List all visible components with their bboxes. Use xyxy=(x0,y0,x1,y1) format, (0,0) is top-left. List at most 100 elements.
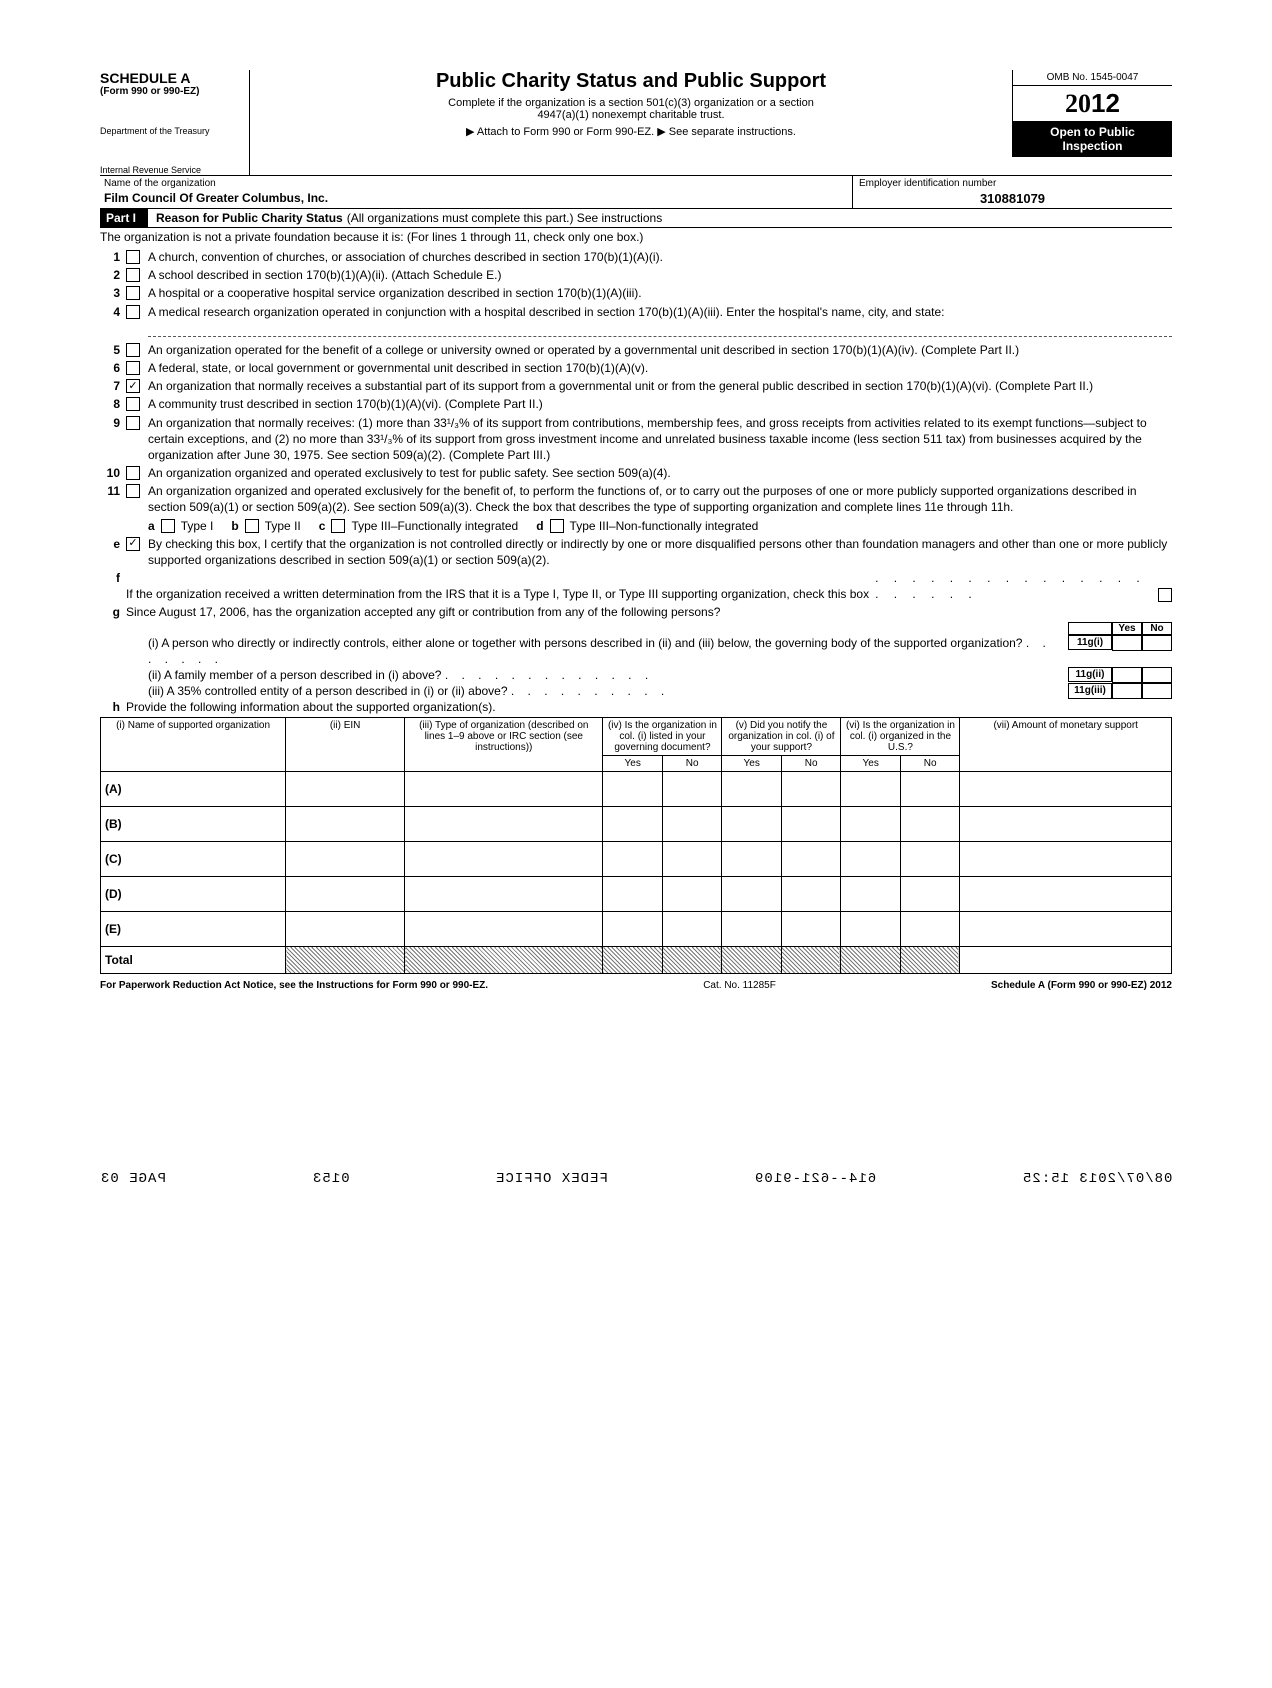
part1-intro: The organization is not a private founda… xyxy=(100,228,1172,246)
line-11h: h Provide the following information abou… xyxy=(100,699,1172,715)
name-ein-row: Name of the organization Film Council Of… xyxy=(100,175,1172,209)
checkbox-11[interactable] xyxy=(126,484,140,498)
th-iv-no: No xyxy=(662,756,722,772)
checkbox-11f[interactable] xyxy=(1158,588,1172,602)
checkbox-9[interactable] xyxy=(126,416,140,430)
type-b-label: Type II xyxy=(265,519,301,533)
line-4: 4 A medical research organization operat… xyxy=(100,303,1172,321)
table-row: (B) xyxy=(101,807,1172,842)
ein-value: 310881079 xyxy=(859,191,1166,206)
part1-lines: 1 A church, convention of churches, or a… xyxy=(100,248,1172,715)
org-name-value: Film Council Of Greater Columbus, Inc. xyxy=(104,191,848,205)
th-v-yes: Yes xyxy=(722,756,782,772)
header-right: OMB No. 1545-0047 20201212 Open to Publi… xyxy=(1012,70,1172,157)
line-7-text: An organization that normally receives a… xyxy=(148,378,1172,394)
th-vi-no: No xyxy=(900,756,960,772)
th-vii: (vii) Amount of monetary support xyxy=(960,718,1172,772)
table-row: (E) xyxy=(101,912,1172,947)
checkbox-6[interactable] xyxy=(126,361,140,375)
part1-header: Part I Reason for Public Charity Status … xyxy=(100,209,1172,228)
cell-11gi-no[interactable] xyxy=(1142,635,1172,651)
org-name-cell: Name of the organization Film Council Of… xyxy=(100,176,852,208)
line-11g-i-text: (i) A person who directly or indirectly … xyxy=(148,635,1068,667)
line-11: 11 An organization organized and operate… xyxy=(100,482,1172,516)
footer-left: For Paperwork Reduction Act Notice, see … xyxy=(100,980,488,991)
form-header: SCHEDULE A (Form 990 or 990-EZ) Departme… xyxy=(100,70,1172,175)
line-11g-i-num: 11g(i) xyxy=(1068,635,1112,651)
type-c-label: Type III–Functionally integrated xyxy=(351,519,518,533)
open-to-public: Open to PublicInspection xyxy=(1013,121,1172,157)
form-label: (Form 990 or 990-EZ) xyxy=(100,86,241,97)
part1-note: (All organizations must complete this pa… xyxy=(343,211,662,225)
checkbox-2[interactable] xyxy=(126,268,140,282)
th-v-no: No xyxy=(781,756,841,772)
th-vi-yes: Yes xyxy=(841,756,901,772)
cell-11gi-yes[interactable] xyxy=(1112,635,1142,651)
checkbox-11b[interactable] xyxy=(245,519,259,533)
line-11-text: An organization organized and operated e… xyxy=(148,483,1172,515)
checkbox-5[interactable] xyxy=(126,343,140,357)
checkbox-8[interactable] xyxy=(126,397,140,411)
fax-footer: PAGE 03 0153 FEDEX OFFICE 614--621-9109 … xyxy=(100,1171,1172,1187)
checkbox-11d[interactable] xyxy=(550,519,564,533)
line-5: 5 An organization operated for the benef… xyxy=(100,341,1172,359)
fax-time: 08/07/2013 15:25 xyxy=(1022,1171,1172,1187)
checkbox-7[interactable]: ✓ xyxy=(126,379,140,393)
table-row: (D) xyxy=(101,877,1172,912)
header-center: Public Charity Status and Public Support… xyxy=(250,70,1012,138)
line-11e: e ✓ By checking this box, I certify that… xyxy=(100,535,1172,569)
checkbox-11c[interactable] xyxy=(331,519,345,533)
line-4-text: A medical research organization operated… xyxy=(148,304,1172,320)
line-11h-text: Provide the following information about … xyxy=(126,700,496,714)
line-2-text: A school described in section 170(b)(1)(… xyxy=(148,267,1172,283)
part1-title: Reason for Public Charity Status xyxy=(148,211,343,225)
line-11e-text: By checking this box, I certify that the… xyxy=(148,536,1172,568)
line-11-types: aType I bType II cType III–Functionally … xyxy=(100,519,1172,533)
fax-code: 0153 xyxy=(312,1171,350,1187)
checkbox-3[interactable] xyxy=(126,286,140,300)
tax-year: 20201212 xyxy=(1013,86,1172,121)
table-row: (A) xyxy=(101,772,1172,807)
checkbox-10[interactable] xyxy=(126,466,140,480)
yesno-header: Yes No xyxy=(100,622,1172,635)
line-11g-ii-num: 11g(ii) xyxy=(1068,667,1112,683)
line-7: 7 ✓ An organization that normally receiv… xyxy=(100,377,1172,395)
line-11g-text: Since August 17, 2006, has the organizat… xyxy=(126,604,1172,620)
line-2: 2 A school described in section 170(b)(1… xyxy=(100,266,1172,284)
th-type: (iii) Type of organization (described on… xyxy=(405,718,603,772)
line-4-blank xyxy=(148,323,1172,337)
cell-11giii-no[interactable] xyxy=(1142,683,1172,699)
fax-phone: 614--621-9109 xyxy=(754,1171,876,1187)
fax-office: FEDEX OFFICE xyxy=(495,1171,608,1187)
checkbox-11a[interactable] xyxy=(161,519,175,533)
footer-mid: Cat. No. 11285F xyxy=(703,980,776,991)
line-8: 8 A community trust described in section… xyxy=(100,395,1172,413)
part1-tag: Part I xyxy=(100,209,148,227)
line-6: 6 A federal, state, or local government … xyxy=(100,359,1172,377)
checkbox-11e[interactable]: ✓ xyxy=(126,537,140,551)
dept-irs: Internal Revenue Service xyxy=(100,164,241,175)
fax-page: PAGE 03 xyxy=(100,1171,166,1187)
omb-number: OMB No. 1545-0047 xyxy=(1013,70,1172,86)
table-row: (C) xyxy=(101,842,1172,877)
cell-11giii-yes[interactable] xyxy=(1112,683,1142,699)
checkbox-4[interactable] xyxy=(126,305,140,319)
line-11g-iii: (iii) A 35% controlled entity of a perso… xyxy=(100,683,1172,699)
checkbox-1[interactable] xyxy=(126,250,140,264)
line-11g-ii-text: (ii) A family member of a person describ… xyxy=(148,667,1068,683)
line-11f: f If the organization received a written… xyxy=(100,569,1172,603)
line-9: 9 An organization that normally receives… xyxy=(100,414,1172,465)
cell-11gii-no[interactable] xyxy=(1142,667,1172,683)
line-6-text: A federal, state, or local government or… xyxy=(148,360,1172,376)
line-10: 10 An organization organized and operate… xyxy=(100,464,1172,482)
line-9-text: An organization that normally receives: … xyxy=(148,415,1172,464)
th-ein: (ii) EIN xyxy=(286,718,405,772)
th-name: (i) Name of supported organization xyxy=(101,718,286,772)
supported-org-table: (i) Name of supported organization (ii) … xyxy=(100,717,1172,974)
line-8-text: A community trust described in section 1… xyxy=(148,396,1172,412)
th-iv-yes: Yes xyxy=(603,756,663,772)
type-d-label: Type III–Non-functionally integrated xyxy=(570,519,759,533)
cell-11gii-yes[interactable] xyxy=(1112,667,1142,683)
footer-right: Schedule A (Form 990 or 990-EZ) 2012 xyxy=(991,980,1172,991)
th-vi: (vi) Is the organization in col. (i) org… xyxy=(841,718,960,756)
